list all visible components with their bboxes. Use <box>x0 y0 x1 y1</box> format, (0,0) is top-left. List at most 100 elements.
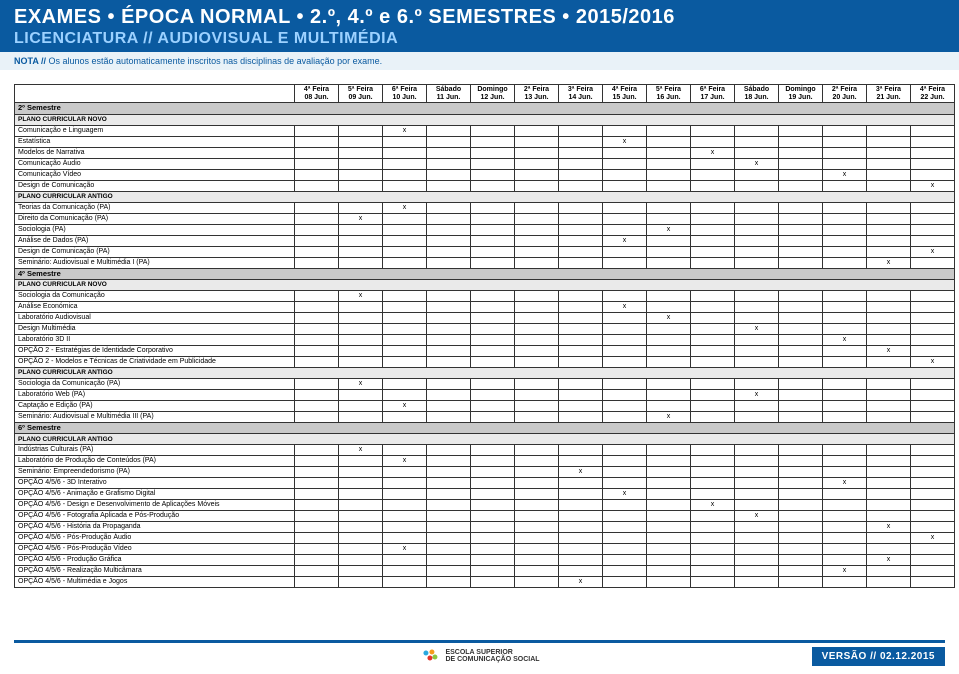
exam-cell <box>867 125 911 136</box>
exam-cell <box>647 400 691 411</box>
exam-cell <box>427 445 471 456</box>
exam-cell <box>471 312 515 323</box>
exam-cell <box>911 125 955 136</box>
course-label: OPÇÃO 2 - Modelos e Técnicas de Criativi… <box>15 356 295 367</box>
exam-cell <box>515 555 559 566</box>
exam-cell <box>427 290 471 301</box>
exam-cell <box>383 125 427 136</box>
exam-cell <box>911 555 955 566</box>
exam-cell <box>295 147 339 158</box>
exam-cell <box>911 345 955 356</box>
exam-cell <box>603 136 647 147</box>
exam-cell <box>559 257 603 268</box>
plano-label: PLANO CURRICULAR NOVO <box>15 279 955 290</box>
exam-cell <box>295 345 339 356</box>
exam-cell <box>603 544 647 555</box>
exam-cell <box>427 566 471 577</box>
exam-cell <box>691 577 735 588</box>
exam-cell <box>339 257 383 268</box>
exam-cell <box>471 544 515 555</box>
exam-cell <box>779 202 823 213</box>
exam-cell <box>735 511 779 522</box>
exam-cell <box>779 180 823 191</box>
day-of-week: Sábado <box>738 86 775 94</box>
exam-cell <box>691 478 735 489</box>
exam-cell <box>779 522 823 533</box>
exam-cell <box>647 224 691 235</box>
exam-cell <box>427 489 471 500</box>
exam-cell <box>339 246 383 257</box>
exam-cell <box>779 257 823 268</box>
table-row: OPÇÃO 4/5/6 - Multimédia e Jogos <box>15 577 955 588</box>
course-label: OPÇÃO 2 - Estratégias de Identidade Corp… <box>15 345 295 356</box>
exam-cell <box>911 577 955 588</box>
exam-cell <box>867 467 911 478</box>
exam-cell <box>911 478 955 489</box>
exam-cell <box>383 533 427 544</box>
exam-cell <box>339 533 383 544</box>
exam-cell <box>911 213 955 224</box>
table-row: Comunicação Vídeo <box>15 169 955 180</box>
exam-cell <box>823 577 867 588</box>
exam-cell <box>735 323 779 334</box>
exam-cell <box>427 158 471 169</box>
course-label: Seminário: Audiovisual e Multimédia I (P… <box>15 257 295 268</box>
exam-cell <box>559 158 603 169</box>
exam-cell <box>427 202 471 213</box>
exam-cell <box>559 180 603 191</box>
exam-cell <box>691 533 735 544</box>
exam-cell <box>691 169 735 180</box>
exam-cell <box>515 467 559 478</box>
plano-label: PLANO CURRICULAR ANTIGO <box>15 367 955 378</box>
exam-cell <box>471 246 515 257</box>
exam-cell <box>647 500 691 511</box>
day-of-week: 4ª Feira <box>914 86 951 94</box>
exam-cell <box>911 224 955 235</box>
exam-cell <box>911 544 955 555</box>
exam-cell <box>911 489 955 500</box>
exam-cell <box>427 169 471 180</box>
table-row: Seminário: Audiovisual e Multimédia I (P… <box>15 257 955 268</box>
exam-cell <box>603 290 647 301</box>
exam-cell <box>691 489 735 500</box>
exam-cell <box>515 180 559 191</box>
exam-cell <box>823 378 867 389</box>
col-day: 4ª Feira15 Jun. <box>603 85 647 103</box>
exam-cell <box>735 411 779 422</box>
exam-cell <box>779 577 823 588</box>
exam-cell <box>295 522 339 533</box>
exam-cell <box>383 522 427 533</box>
exam-cell <box>339 445 383 456</box>
exam-cell <box>867 522 911 533</box>
table-row: OPÇÃO 4/5/6 - Pós-Produção Vídeo <box>15 544 955 555</box>
exam-cell <box>691 511 735 522</box>
exam-cell <box>603 566 647 577</box>
exam-cell <box>471 125 515 136</box>
exam-cell <box>867 136 911 147</box>
exam-cell <box>603 323 647 334</box>
col-day: 6ª Feira10 Jun. <box>383 85 427 103</box>
exam-cell <box>295 257 339 268</box>
exam-cell <box>339 511 383 522</box>
exam-cell <box>559 577 603 588</box>
exam-cell <box>383 169 427 180</box>
exam-cell <box>691 400 735 411</box>
exam-cell <box>911 147 955 158</box>
table-row: Laboratório Audiovisual <box>15 312 955 323</box>
exam-cell <box>383 202 427 213</box>
exam-cell <box>339 224 383 235</box>
exam-cell <box>691 180 735 191</box>
exam-cell <box>647 389 691 400</box>
exam-cell <box>823 147 867 158</box>
day-date: 10 Jun. <box>386 94 423 102</box>
exam-cell <box>603 312 647 323</box>
exam-cell <box>515 323 559 334</box>
exam-cell <box>603 445 647 456</box>
exam-cell <box>911 235 955 246</box>
col-day: 3ª Feira14 Jun. <box>559 85 603 103</box>
exam-cell <box>339 500 383 511</box>
exam-cell <box>383 500 427 511</box>
exam-cell <box>867 500 911 511</box>
exam-cell <box>603 202 647 213</box>
exam-cell <box>735 235 779 246</box>
